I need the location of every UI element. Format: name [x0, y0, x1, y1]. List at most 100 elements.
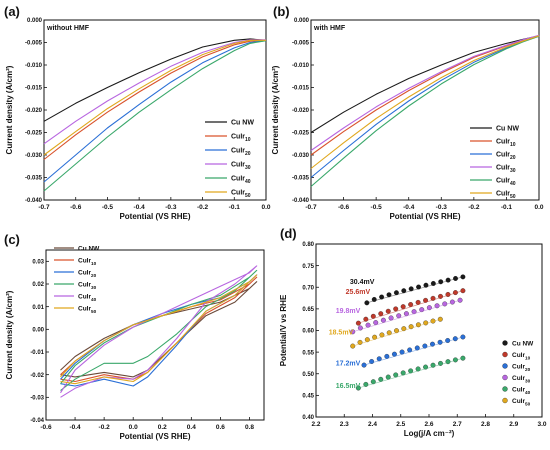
series-line-5: [60, 274, 258, 385]
y-tick-label: 0.00: [32, 328, 44, 334]
x-tick-label: 2.6: [424, 421, 433, 428]
x-tick-label: 0.6: [216, 424, 225, 431]
data-point: [364, 337, 370, 343]
data-point: [400, 304, 406, 310]
legend-label: Cu NW: [496, 126, 519, 133]
y-tick-label: -0.035: [292, 176, 310, 182]
y-tick-label: -0.02: [30, 373, 44, 379]
y-axis-label: Current density (A/cm²): [271, 65, 280, 154]
series-line-4: [60, 265, 258, 398]
y-tick-label: -0.025: [292, 131, 310, 137]
legend-label: CuIr20: [78, 270, 97, 278]
legend-label: CuIr10: [512, 352, 531, 360]
legend-label: CuIr40: [78, 294, 97, 302]
x-tick-label: -0.2: [99, 424, 111, 431]
data-point: [445, 277, 451, 283]
panel-b: -0.7 -0.6 -0.5 -0.4 -0.3 -0.2 -0.1 0.0 0.000 -0.0…: [271, 4, 544, 221]
panel-c: -0.6 -0.4 -0.2 0.0 0.2 0.4 0.6 0.8 0.03 0.02 0.01 0…: [4, 232, 265, 441]
y-axis-label: Current density (A/cm²): [5, 290, 14, 379]
fit-line: [352, 299, 461, 333]
legend-label: CuIr40: [512, 387, 531, 395]
y-tick-label: 0.000: [294, 18, 310, 24]
data-point: [355, 320, 361, 326]
panel-d: 2.2 2.3 2.4 2.5 2.6 2.7 2.8 2.9 3.0 0.40 0.45 0.50 0…: [279, 226, 547, 438]
series-line-5: [43, 39, 266, 156]
x-tick-label: -0.7: [38, 204, 50, 211]
y-tick-label: -0.010: [292, 63, 310, 69]
legend-label: CuIr20: [512, 364, 531, 372]
series-line-2: [43, 40, 267, 183]
data-point: [385, 308, 391, 314]
x-tick-label: 2.5: [396, 421, 405, 428]
data-point: [445, 359, 451, 365]
panel-label: (a): [4, 4, 20, 19]
plot-frame: [310, 19, 540, 201]
legend-label: CuIr20: [231, 148, 251, 157]
x-tick-label: -0.4: [69, 424, 81, 431]
legend-marker: [502, 386, 508, 392]
y-tick-label: -0.010: [25, 63, 43, 69]
x-tick-label: 0.2: [158, 424, 167, 431]
x-tick-label: -0.5: [102, 204, 114, 211]
data-point: [388, 315, 394, 321]
panel-label: (c): [4, 232, 20, 247]
y-tick-label: 0.40: [302, 415, 314, 421]
legend-marker: [502, 374, 508, 381]
x-tick-label: 0.8: [245, 424, 254, 431]
legend-label: Cu NW: [512, 341, 534, 348]
data-point: [376, 356, 382, 362]
data-point: [380, 317, 386, 323]
x-tick-label: -0.7: [305, 204, 317, 211]
legend-label: Cu NW: [231, 120, 254, 127]
y-tick-label: -0.040: [25, 198, 43, 204]
x-tick-label: -0.3: [165, 204, 177, 211]
x-tick-label: 2.2: [311, 421, 320, 428]
legend-marker: [502, 363, 508, 369]
x-axis-label: Potential (VS RHE): [119, 212, 190, 221]
data-point: [385, 374, 391, 380]
legend-label: CuIr50: [512, 398, 531, 406]
x-tick-label: -0.6: [40, 424, 52, 431]
series-line-0: [60, 281, 258, 378]
slope-label: 16.5mV: [336, 383, 361, 390]
y-tick-label: 0.03: [32, 260, 44, 266]
slope-label: 25.6mV: [346, 289, 371, 296]
data-point: [460, 355, 466, 361]
legend-label: CuIr20: [496, 152, 516, 161]
x-tick-label: 2.8: [481, 421, 490, 428]
x-tick-label: 0.0: [129, 424, 138, 431]
y-tick-label: 0.02: [32, 282, 44, 288]
fit-line: [352, 318, 441, 347]
legend-label: CuIr50: [78, 306, 97, 314]
data-point: [416, 284, 422, 290]
legend-label: CuIr10: [78, 258, 97, 266]
x-tick-label: -0.2: [468, 204, 480, 211]
y-tick-label: 0.60: [302, 329, 314, 335]
y-tick-label: 0.75: [302, 264, 314, 270]
x-tick-label: 0.0: [534, 204, 543, 211]
legend-marker: [502, 397, 508, 404]
slope-label: 18.5mV: [329, 329, 354, 336]
legend-label: CuIr40: [496, 178, 516, 187]
y-axis-label: Current density (A/cm²): [5, 65, 14, 154]
series-line-5: [310, 35, 540, 169]
y-tick-label: -0.005: [25, 41, 43, 47]
data-point: [460, 334, 466, 340]
y-tick-label: -0.015: [292, 86, 310, 92]
series-line-0: [43, 38, 267, 122]
series-line-4: [310, 35, 540, 187]
fit-line: [363, 336, 463, 366]
legend-label: CuIr40: [231, 176, 251, 185]
legend-label: CuIr30: [231, 162, 251, 171]
data-point: [438, 360, 443, 366]
legend-label: CuIr50: [496, 191, 516, 200]
legend-marker: [502, 340, 508, 346]
series-line-1: [43, 39, 267, 160]
fit-line: [358, 357, 463, 389]
x-tick-label: -0.6: [338, 204, 350, 211]
x-tick-label: -0.4: [134, 204, 146, 211]
x-axis-label: Potential (VS RHE): [119, 432, 190, 441]
data-point: [373, 320, 379, 326]
legend-label: CuIr10: [496, 139, 516, 148]
